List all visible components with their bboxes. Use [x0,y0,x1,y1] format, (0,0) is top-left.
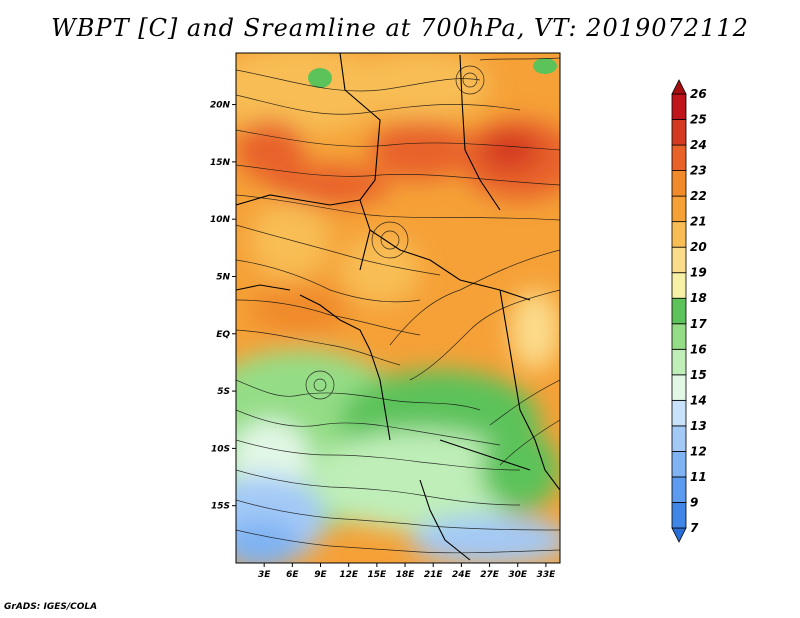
lat-tick-label: EQ [216,330,230,340]
colorbar-segment [671,221,687,248]
lon-tick-label: 27E [480,570,500,580]
colorbar-high-tip [671,79,687,95]
colorbar-segment [671,246,687,274]
colorbar-label: 15 [690,368,707,382]
colorbar-segment [671,374,687,401]
lon-tick-label: 30E [508,570,528,580]
map-frame [235,52,561,564]
colorbar-label: 25 [690,113,707,127]
colorbar-segment [671,502,687,529]
colorbar-label: 13 [690,419,707,433]
lat-tick-label: 15S [211,502,230,512]
grads-credit: GrADS: IGES/COLA [4,602,98,612]
colorbar-label: 18 [690,291,707,305]
colorbar-label: 23 [690,164,707,178]
lon-tick-label: 12E [339,570,359,580]
colorbar: 7 9 11 12 13 14 15 16 17 18 19 20 21 22 23 24 25 26 [671,79,707,543]
chart-title: WBPT [C] and Sreamline at 700hPa, VT: 20… [51,14,749,42]
colorbar-label: 7 [690,521,699,535]
lon-tick-label: 33E [537,570,557,580]
lon-tick-label: 21E [424,570,444,580]
lon-tick-label: 9E [314,570,327,580]
colorbar-label: 22 [690,189,707,203]
colorbar-label: 16 [690,342,707,356]
colorbar-segment [671,170,687,197]
colorbar-segment [671,93,687,120]
colorbar-segment [671,272,687,299]
colorbar-label: 11 [690,470,707,484]
colorbar-label: 17 [690,317,707,331]
temperature-field [236,53,560,563]
colorbar-label: 14 [690,393,707,407]
lon-tick-label: 24E [452,570,472,580]
longitude-axis: 3E 6E 9E 12E 15E 18E 21E 24E 27E 30E 33E [258,563,556,580]
colorbar-label: 12 [690,444,707,458]
colorbar-label: 20 [690,240,707,254]
colorbar-segment [671,451,687,478]
lon-tick-label: 3E [258,570,271,580]
colorbar-segment [671,323,687,350]
colorbar-low-tip [671,527,687,543]
lat-tick-label: 20N [210,101,231,111]
lon-tick-label: 6E [286,570,299,580]
colorbar-label: 24 [690,138,707,152]
colorbar-segment [671,119,687,146]
lon-tick-label: 15E [368,570,388,580]
colorbar-segment [671,348,687,376]
colorbar-segment [671,425,687,452]
lon-tick-label: 18E [396,570,416,580]
colorbar-label: 19 [690,266,707,280]
colorbar-label: 9 [690,495,698,509]
lat-tick-label: 5S [217,387,230,397]
latitude-axis: 20N 15N 10N 5N EQ 5S 10S 15S [210,101,236,512]
colorbar-label: 26 [690,87,707,101]
lat-tick-label: 15N [210,158,231,168]
colorbar-segment [671,297,687,325]
colorbar-segment [671,144,687,171]
lat-tick-label: 10N [210,215,231,225]
colorbar-label: 21 [690,215,707,229]
colorbar-segment [671,195,687,223]
colorbar-segment [671,476,687,503]
lat-tick-label: 5N [216,272,230,282]
colorbar-segment [671,399,687,427]
lat-tick-label: 10S [211,444,230,454]
